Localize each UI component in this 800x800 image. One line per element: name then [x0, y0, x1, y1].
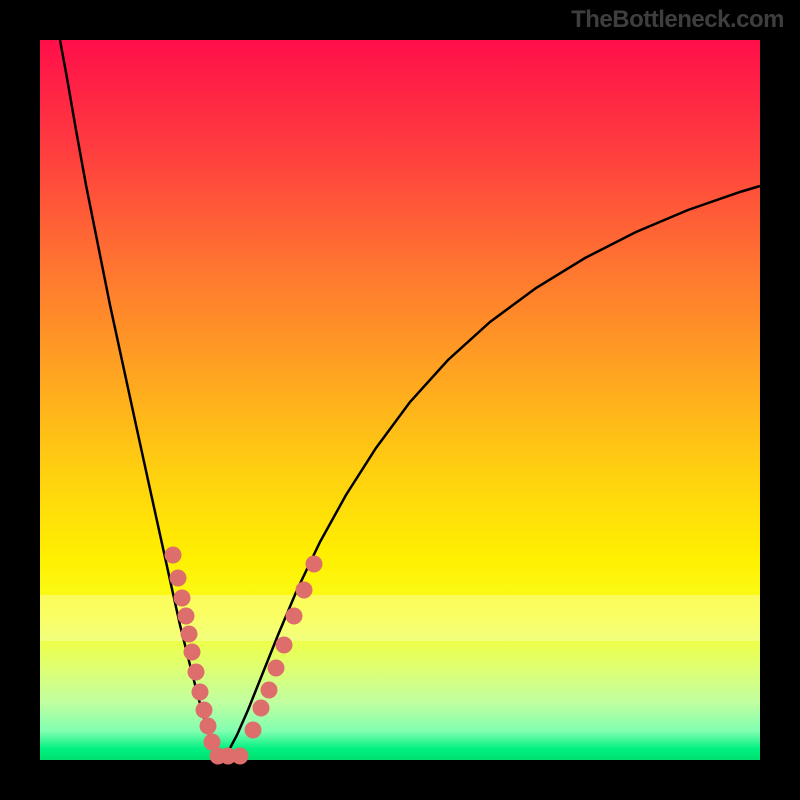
marker-dot [286, 608, 303, 625]
chart-container: TheBottleneck.com [0, 0, 800, 800]
marker-dot [296, 582, 313, 599]
marker-dot [192, 684, 209, 701]
watermark-text: TheBottleneck.com [571, 6, 784, 34]
curve-right [222, 186, 760, 760]
marker-dot [245, 722, 262, 739]
marker-dot [165, 547, 182, 564]
marker-dot [174, 590, 191, 607]
marker-dot [181, 626, 198, 643]
marker-dot [196, 702, 213, 719]
marker-dot [261, 682, 278, 699]
chart-svg [0, 0, 800, 800]
marker-dot [276, 637, 293, 654]
marker-dot [232, 748, 249, 765]
marker-dot [184, 644, 201, 661]
markers-series [165, 547, 323, 765]
marker-dot [178, 608, 195, 625]
marker-dot [268, 660, 285, 677]
marker-dot [200, 718, 217, 735]
marker-dot [188, 664, 205, 681]
marker-dot [253, 700, 270, 717]
marker-dot [306, 556, 323, 573]
marker-dot [170, 570, 187, 587]
